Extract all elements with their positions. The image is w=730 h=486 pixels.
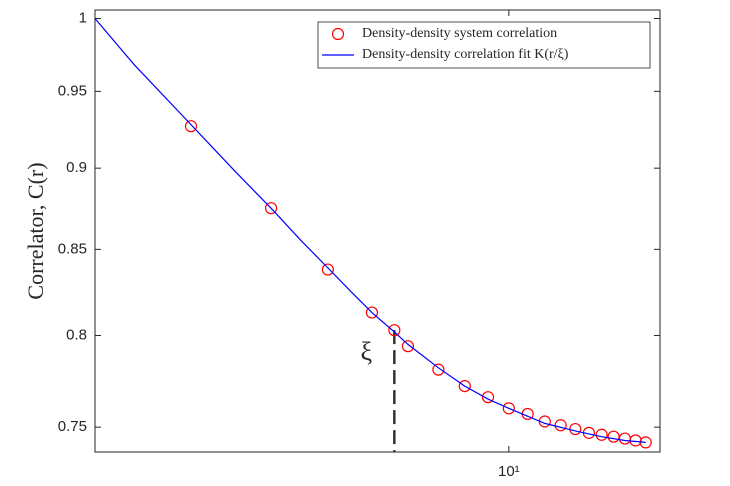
- data-point: [401, 340, 415, 353]
- y-axis-label: Correlator, C(r): [23, 162, 48, 299]
- data-point: [388, 324, 401, 337]
- y-tick-label: 0.95: [58, 82, 87, 99]
- data-point: [321, 263, 334, 276]
- legend-label: Density-density correlation fit K(r/ξ): [362, 47, 569, 62]
- y-tick-label: 0.8: [66, 326, 87, 343]
- data-point: [365, 306, 379, 319]
- data-point: [554, 419, 567, 432]
- fit-line: [94, 18, 646, 443]
- data-point: [595, 428, 608, 441]
- data-point: [432, 363, 445, 376]
- data-point: [481, 391, 495, 404]
- y-tick-label: 0.75: [58, 418, 87, 435]
- plot-area: [94, 9, 661, 453]
- legend-box: [317, 21, 651, 69]
- y-tick-label: 0.9: [66, 159, 87, 176]
- y-tick-label: 1: [79, 9, 87, 26]
- annotation: ξ: [361, 337, 373, 366]
- data-point: [184, 120, 198, 133]
- y-tick-label: 0.85: [58, 240, 87, 257]
- data-point: [264, 202, 278, 215]
- x-tick-label: 10¹: [498, 463, 520, 480]
- data-point: [502, 402, 515, 415]
- legend-label: Density-density system correlation: [362, 26, 557, 41]
- data-point: [458, 379, 471, 393]
- legend-marker: [331, 27, 345, 41]
